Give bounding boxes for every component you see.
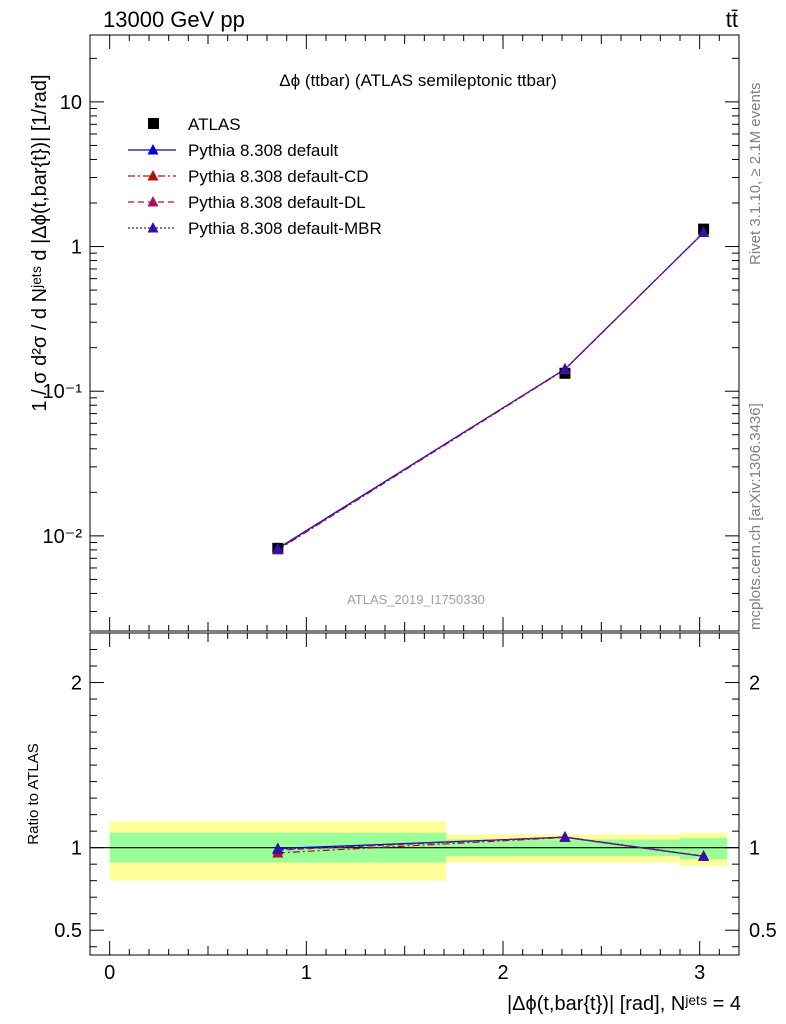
inner-band [680,837,728,860]
main-axis-ticks: 10⁻² 10⁻¹ 1 10 [43,35,740,631]
y-tick-label: 10 [60,92,82,114]
y-tick-label: 10⁻² [43,526,83,548]
data-point [272,543,284,554]
x-tick-label: 2 [497,962,508,984]
ratio-frame [89,632,740,956]
series-line [277,232,705,550]
ratio-series-markers [272,830,710,861]
data-point [559,363,571,374]
x-axis-label: |Δϕ(t,bar{t})| [rad], Nʲᵉᵗˢ = 4 [507,993,741,1015]
ratio-point [272,843,284,854]
rivet-label: Rivet 3.1.10, ≥ 2.1M events [747,83,764,266]
data-point [698,226,710,238]
ratio-uncertainty-bands [109,821,728,881]
y-tick-label: 1 [71,237,82,259]
main-series-lines [277,232,705,551]
legend-marker [147,144,159,155]
chart-title: Δϕ (ttbar) (ATLAS semileptonic ttbar) [279,71,557,90]
ratio-y-tick-label-right: 1 [749,838,760,860]
mcplots-label: mcplots.cern.ch [arXiv:1306.3436] [747,403,764,630]
legend-label: Pythia 8.308 default-CD [188,167,369,186]
analysis-id: ATLAS_2019_I1750330 [347,592,485,607]
ratio-point [698,850,710,861]
legend-label: ATLAS [188,115,241,134]
ratio-y-tick-label: 2 [71,673,82,695]
ratio-y-axis-label: Ratio to ATLAS [25,743,42,844]
x-tick-label: 0 [104,962,115,984]
ratio-y-tick-label-right: 2 [749,673,760,695]
legend: ATLAS Pythia 8.308 default Pythia 8.308 de… [128,115,382,238]
series-line [277,232,705,550]
ratio-panel: 0.5 0.5 1 1 2 2 0 1 2 3 Ratio to ATLAS |Δϕ(t,bar{… [25,632,777,1015]
series-line [277,232,705,549]
main-y-axis-label: 1 / σ d²σ / d Nʲᵉᵗˢ d |Δϕ(t,bar{t})| [1/… [29,74,51,411]
main-series-markers [272,223,710,555]
main-frame [89,34,740,632]
legend-label: Pythia 8.308 default [188,141,339,160]
ratio-y-tick-label-right: 0.5 [749,920,777,942]
y-tick-label: 10⁻¹ [43,381,83,403]
main-panel: 10⁻² 10⁻¹ 1 10 Δϕ (ttbar) (ATLAS semilepton… [29,34,740,632]
x-tick-label: 1 [301,962,312,984]
ratio-y-tick-label: 0.5 [54,920,82,942]
ratio-y-tick-label: 1 [71,838,82,860]
legend-label: Pythia 8.308 default-MBR [188,219,382,238]
ratio-axis-ticks: 0.5 0.5 1 1 2 2 0 1 2 3 [54,632,777,984]
x-tick-label: 3 [694,962,705,984]
header-right: tt̄ [726,7,738,32]
legend-marker [148,118,159,129]
legend-marker [147,196,159,207]
series-line [277,232,705,551]
legend-marker [147,170,159,181]
legend-label: Pythia 8.308 default-DL [188,193,366,212]
header-left: 13000 GeV pp [103,7,245,32]
ratio-line [277,836,704,857]
legend-marker [147,222,159,233]
ratio-point [559,831,571,842]
